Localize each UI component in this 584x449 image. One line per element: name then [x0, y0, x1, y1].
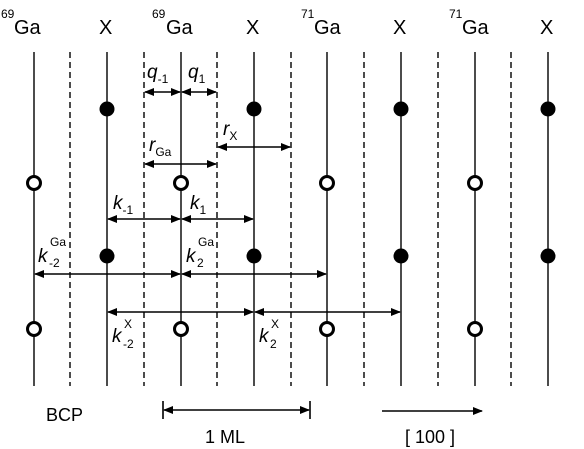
- x-atom: [393, 101, 409, 117]
- dashed-planes: [69, 52, 512, 386]
- ga-atom: [319, 321, 335, 337]
- ga-atom: [319, 175, 335, 191]
- structure-label: BCP: [46, 405, 83, 425]
- site-8-element: X: [540, 17, 553, 39]
- label-k-ga-minus2-sup: Ga: [50, 235, 66, 249]
- ga-atom: [173, 321, 189, 337]
- x-atom: [540, 101, 556, 117]
- label-k-minus1: k-1: [113, 193, 133, 217]
- label-k-ga-minus2-base: k: [38, 246, 49, 267]
- ga-atoms: [26, 175, 483, 337]
- label-k-ga-minus2-sub: -2: [49, 256, 60, 270]
- label-k-ga-2-sup: Ga: [198, 235, 214, 249]
- label-k1: k1: [190, 193, 207, 217]
- label-r-x: rX: [223, 119, 237, 143]
- x-atom: [246, 248, 262, 264]
- x-atom: [99, 248, 115, 264]
- x-atom: [540, 248, 556, 264]
- site-7-isotope: 71: [449, 7, 463, 21]
- footer: BCP 1 ML [ 100 ]: [46, 401, 483, 447]
- distance-arrows: [34, 88, 401, 316]
- label-q-minus1: q-1: [147, 62, 169, 86]
- scale-label: 1 ML: [205, 427, 245, 447]
- site-2-element: X: [99, 17, 112, 39]
- ga-atom: [467, 321, 483, 337]
- label-k-x-minus2-sup: X: [124, 317, 132, 331]
- label-r-ga: rGa: [149, 135, 172, 159]
- site-5-element: Ga: [314, 17, 342, 39]
- ga-atom: [26, 321, 42, 337]
- site-7-element: Ga: [462, 17, 490, 39]
- site-4-element: X: [246, 17, 259, 39]
- direction-label: [ 100 ]: [405, 427, 455, 447]
- label-k-x-minus2-base: k: [112, 326, 123, 347]
- site-1-element: Ga: [14, 17, 42, 39]
- site-3-element: Ga: [166, 17, 194, 39]
- x-atoms: [99, 101, 556, 264]
- label-k-ga-2-base: k: [186, 246, 197, 267]
- site-1-isotope: 69: [1, 7, 15, 21]
- label-k-x-2-sup: X: [271, 317, 279, 331]
- label-k-x-2-sub: 2: [270, 337, 277, 351]
- parameter-labels: q-1 q1 rX rGa k-1 k1 k Ga -2 k Ga 2 k X …: [38, 62, 279, 351]
- label-k-x-minus2-sub: -2: [123, 337, 134, 351]
- ga-atom: [26, 175, 42, 191]
- label-k-x-2-base: k: [259, 326, 270, 347]
- site-3-isotope: 69: [152, 7, 166, 21]
- site-6-element: X: [393, 17, 406, 39]
- x-atom: [99, 101, 115, 117]
- ga-atom: [173, 175, 189, 191]
- x-atom: [246, 101, 262, 117]
- label-k-ga-2-sub: 2: [197, 256, 204, 270]
- site-5-isotope: 71: [301, 7, 315, 21]
- header-labels: 69 Ga X 69 Ga X 71 Ga X 71 Ga X: [1, 7, 553, 39]
- x-atom: [393, 248, 409, 264]
- label-q1: q1: [188, 62, 206, 86]
- ga-atom: [467, 175, 483, 191]
